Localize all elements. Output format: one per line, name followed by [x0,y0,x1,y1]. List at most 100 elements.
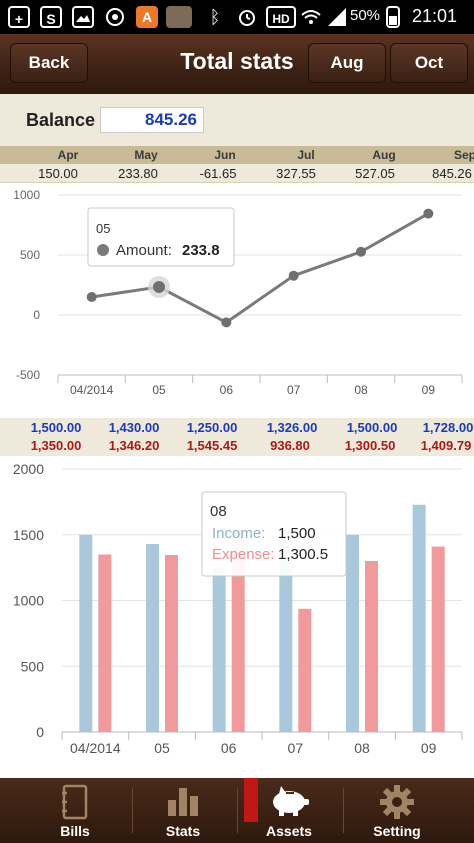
x-tick-label: 05 [152,383,166,397]
tab-divider [343,788,344,833]
y-tick-label: 0 [33,308,40,322]
month-expense: 1,545.45 [186,438,238,453]
income-expense-table: 1,500.00 1,430.00 1,250.00 1,326.00 1,50… [0,418,474,456]
x-tick-label: 09 [422,383,436,397]
month-balance: 527.05 [355,166,395,181]
tab-divider [237,788,238,833]
alarm-icon [236,6,258,28]
x-tick-label: 04/2014 [70,383,114,397]
signal-icon [326,6,348,28]
expense-bar [165,554,178,732]
image-icon [72,6,94,28]
x-tick-label: 08 [354,740,370,756]
month-expense: 1,350.00 [30,438,82,453]
income-bar [412,504,426,732]
x-tick-label: 06 [220,383,234,397]
month-balance: -61.65 [199,166,237,181]
month-expense: 936.80 [270,438,310,453]
tab-assets[interactable]: Assets [236,778,342,843]
prev-month-label: Aug [330,53,364,72]
expense-bar [98,554,112,732]
prev-month-button[interactable]: Aug [308,43,386,83]
tab-label: Bills [60,823,90,839]
bottom-tab-bar: Bills Stats Assets [0,778,474,843]
tooltip-value: 233.8 [182,242,220,259]
y-tick-label: 1000 [13,188,40,202]
month-label: Apr [57,148,79,162]
tab-setting[interactable]: Setting [344,778,450,843]
expense-bar [431,546,445,732]
tooltip-box [201,491,347,577]
income-bar [146,543,159,732]
x-tick-label: 09 [421,740,437,756]
tooltip-box [87,207,235,267]
x-tick-label: 04/2014 [70,740,121,756]
balance-value: 845.26 [100,107,204,133]
month-expense: 1,346.20 [108,438,160,453]
tab-stats[interactable]: Stats [130,778,236,843]
y-tick-label: -500 [16,368,40,382]
clock: 21:01 [412,6,458,26]
month-income: 1,430.00 [108,420,160,435]
data-point [221,317,232,328]
expense-bar [365,560,378,732]
month-income: 1,728.00 [422,420,474,435]
data-point [288,270,299,281]
x-tick-label: 06 [221,740,237,756]
month-label: Jun [214,148,236,162]
y-tick-label: 500 [20,248,40,262]
balance-area: Balance 845.26 [0,94,474,146]
y-tick-label: 1000 [13,593,44,609]
x-tick-label: 07 [288,740,304,756]
data-point [153,280,165,293]
tab-divider [132,788,133,833]
balance-label: Balance [26,110,96,130]
status-bar: + S A ᛒ HD 50% 21:01 [0,0,474,34]
series-line [91,212,430,324]
notebook-icon [62,784,88,820]
back-button[interactable]: Back [10,43,88,83]
data-point [356,246,366,257]
month-income: 1,500.00 [346,420,398,435]
bluetooth-icon: ᛒ [209,7,221,27]
line-tooltip: 05 Amount: 233.8 [87,207,235,267]
month-label: Aug [372,148,396,162]
bar-chart-icon [168,788,198,816]
month-header-row: Apr May Jun Jul Aug Sep [0,146,474,164]
tooltip-title: 05 [96,221,110,236]
balance-line-chart[interactable]: -500 0 500 1000 04/2014 05 06 07 08 09 05 Amount: 23… [0,183,474,418]
income-expense-bar-chart[interactable]: 0 500 1000 1500 2000 04/2014 05 06 07 08 09 08 Incom… [0,456,474,778]
tab-label: Assets [266,823,312,839]
month-expense: 1,409.79 [420,438,472,453]
x-tick-label: 05 [154,740,170,756]
app-header: Back Total stats Aug Oct [0,34,474,94]
expense-bar [231,528,245,732]
battery-percent: 50% [350,7,381,24]
tab-label: Stats [165,823,201,839]
plus-box-icon: + [8,6,30,28]
s-app-icon: S [40,6,62,28]
radio-circle-icon [104,6,126,28]
next-month-button[interactable]: Oct [390,43,468,83]
bookmark-ribbon [244,778,258,822]
x-tick-label: 08 [354,383,368,397]
month-label: Sep [453,148,474,162]
gear-icon [380,785,414,819]
tab-bills[interactable]: Bills [22,778,128,843]
tooltip-income-label: Income: [212,525,265,542]
tab-label: Setting [373,823,421,839]
income-bar [279,557,293,732]
tooltip-income-value: 1,500 [278,525,316,542]
month-expense: 1,300.50 [344,438,396,453]
month-income: 1,250.00 [186,420,238,435]
avatar-icon [166,6,192,28]
piggy-bank-icon [273,786,309,816]
data-point [423,208,434,219]
a-app-icon: A [136,6,158,28]
next-month-label: Oct [414,53,444,72]
month-balance: 845.26 [432,166,472,181]
wifi-icon [300,6,322,28]
y-tick-label: 0 [36,724,44,740]
back-button-label: Back [28,53,70,72]
